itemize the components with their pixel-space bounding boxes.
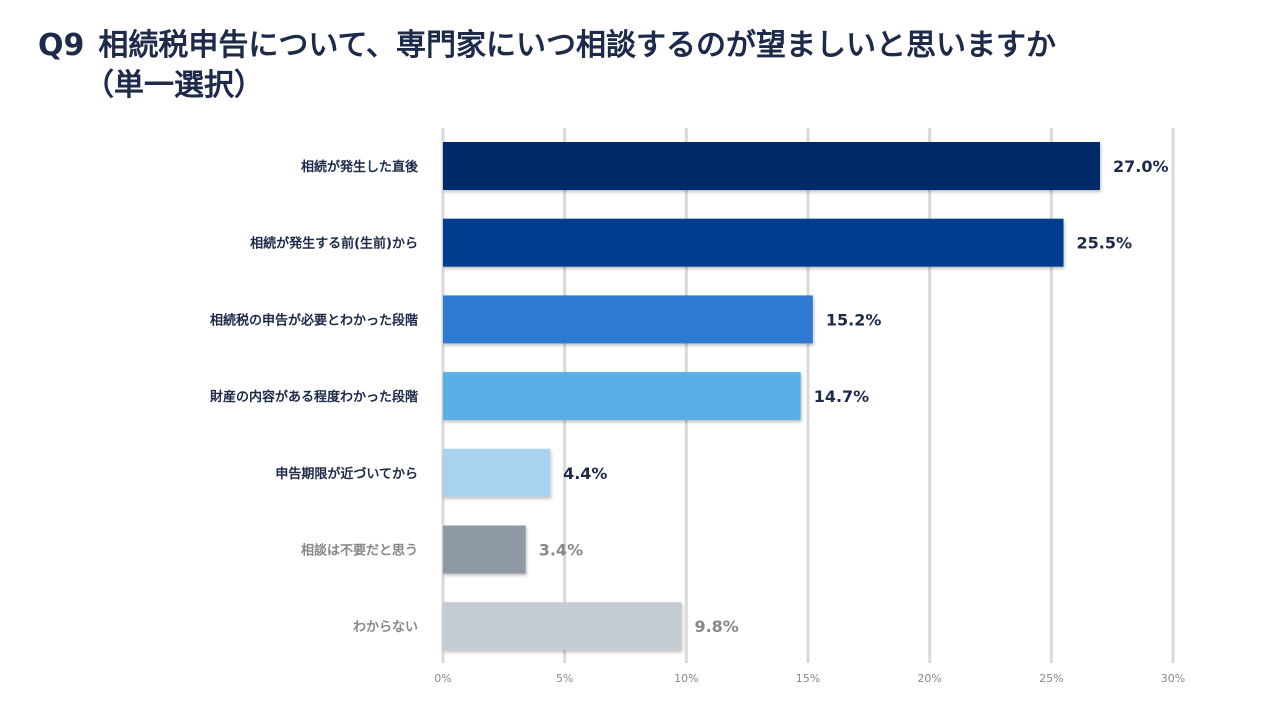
bar	[443, 295, 813, 344]
x-tick-label: 0%	[434, 672, 451, 685]
bar	[443, 218, 1064, 267]
chart-title: Q9 相続税申告について、専門家にいつ相談するのが望ましいと思いますか （単一選択…	[38, 26, 1248, 106]
question-text: 相続税申告について、専門家にいつ相談するのが望ましいと思いますか	[98, 28, 1056, 63]
category-label: 相続税の申告が必要とわかった段階	[210, 312, 418, 328]
bar	[443, 142, 1100, 190]
category-label: 相談は不要だと思う	[301, 543, 418, 559]
x-tick-label: 10%	[674, 672, 698, 685]
x-tick-label: 15%	[796, 672, 820, 685]
bar	[443, 448, 551, 497]
data-label: 14.7%	[814, 387, 870, 406]
category-label: わからない	[353, 620, 418, 635]
x-tick-label: 5%	[556, 672, 573, 685]
data-label: 25.5%	[1077, 234, 1133, 253]
category-label: 相続が発生した直後	[301, 159, 419, 175]
data-label: 15.2%	[826, 310, 882, 329]
x-tick-label: 25%	[1039, 672, 1063, 685]
bar	[443, 372, 801, 421]
category-label: 財産の内容がある程度わかった段階	[209, 389, 418, 405]
bar	[443, 525, 526, 574]
question-subtitle: （単一選択）	[84, 68, 264, 103]
x-tick-label: 30%	[1161, 672, 1185, 685]
data-label: 9.8%	[694, 617, 738, 636]
data-label: 27.0%	[1113, 157, 1169, 176]
data-label: 3.4%	[539, 541, 583, 560]
x-tick-label: 20%	[917, 672, 941, 685]
data-label: 4.4%	[563, 464, 607, 483]
bar	[443, 602, 682, 651]
category-label: 申告期限が近づいてから	[275, 466, 418, 482]
category-label: 相続が発生する前(生前)から	[250, 236, 418, 252]
question-number: Q9	[38, 28, 85, 63]
